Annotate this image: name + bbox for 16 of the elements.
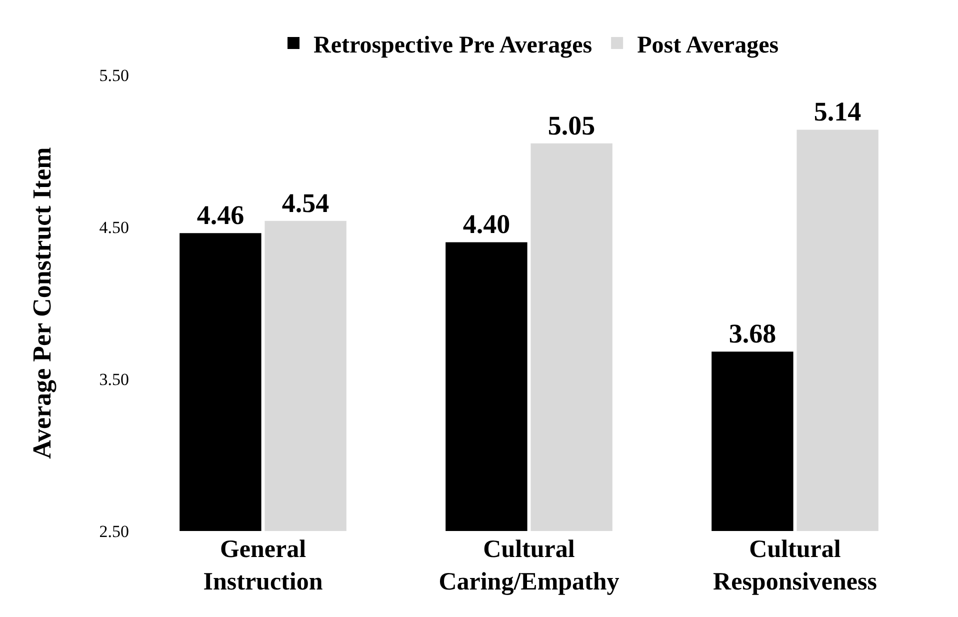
x-tick-label: General Instruction — [203, 536, 323, 596]
y-tick-label: 3.50 — [99, 370, 129, 389]
data-label: 4.40 — [462, 209, 510, 240]
legend-label: Post Averages — [637, 32, 779, 58]
y-axis-title: Average Per Construct Item — [28, 146, 57, 459]
data-label: 5.05 — [548, 110, 596, 140]
y-tick-label: 4.50 — [99, 218, 129, 237]
data-label: 4.46 — [196, 200, 244, 230]
data-label: 3.68 — [728, 318, 776, 349]
x-tick-label: Cultural Responsiveness — [713, 536, 878, 596]
data-label: 5.14 — [814, 96, 862, 127]
data-label: 4.54 — [282, 188, 330, 218]
legend-label: Retrospective Pre Averages — [314, 32, 592, 58]
y-tick-label: 5.50 — [99, 66, 129, 85]
x-tick-label: Cultural Caring/Empathy — [438, 536, 620, 596]
y-tick-label: 2.50 — [99, 522, 129, 541]
